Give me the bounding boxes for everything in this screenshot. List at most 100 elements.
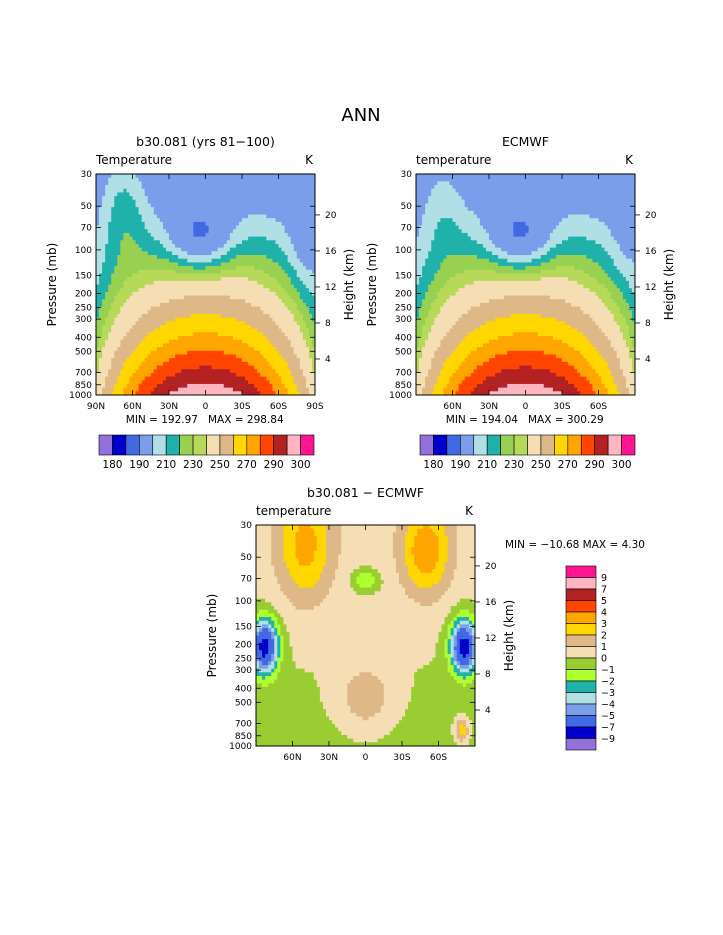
field-cell: [242, 339, 246, 345]
field-cell: [105, 369, 109, 374]
field-cell: [254, 321, 258, 326]
field-cell: [422, 199, 426, 205]
field-cell: [144, 295, 149, 300]
field-cell: [223, 273, 228, 278]
field-cell: [235, 266, 240, 271]
field-cell: [272, 387, 277, 392]
field-cell: [138, 321, 143, 326]
field-cell: [223, 255, 228, 260]
field-cell: [574, 188, 578, 194]
field-cell: [281, 266, 286, 271]
field-cell: [269, 317, 274, 322]
field-cell: [172, 255, 176, 260]
field-cell: [540, 181, 545, 186]
field-cell: [245, 240, 249, 245]
field-cell: [311, 299, 315, 304]
field-cell: [223, 185, 228, 190]
field-cell: [126, 207, 131, 212]
field-cell: [114, 328, 118, 333]
field-cell: [260, 387, 264, 392]
field-cell: [586, 188, 590, 194]
field-cell: [492, 177, 496, 182]
field-cell: [172, 280, 176, 286]
field-cell: [102, 361, 106, 367]
field-cell: [248, 236, 252, 241]
field-cell: [299, 280, 304, 286]
field-cell: [144, 310, 149, 315]
field-cell: [290, 325, 295, 330]
field-cell: [299, 192, 304, 197]
field-cell: [96, 177, 100, 182]
field-cell: [248, 328, 252, 333]
field-cell: [266, 391, 270, 395]
field-cell: [181, 269, 185, 275]
field-cell: [272, 185, 277, 190]
field-cell: [129, 358, 134, 363]
field-cell: [293, 354, 298, 359]
field-cell: [153, 280, 158, 286]
field-cell: [196, 383, 201, 389]
field-cell: [175, 354, 179, 359]
field-cell: [479, 177, 484, 182]
field-cell: [272, 240, 277, 245]
field-cell: [628, 199, 633, 205]
field-cell: [108, 306, 112, 311]
field-cell: [269, 295, 274, 300]
field-cell: [254, 350, 258, 356]
field-cell: [190, 199, 194, 205]
field-cell: [108, 358, 112, 363]
field-cell: [111, 369, 115, 374]
field-cell: [199, 236, 204, 241]
field-cell: [190, 380, 194, 385]
field-cell: [263, 210, 267, 216]
field-cell: [150, 358, 155, 363]
field-cell: [208, 380, 213, 385]
field-cell: [211, 199, 216, 205]
field-cell: [162, 258, 167, 263]
field-cell: [150, 269, 155, 275]
field-cell: [293, 247, 298, 252]
field-cell: [464, 199, 469, 205]
field-cell: [165, 262, 170, 267]
field-cell: [202, 221, 207, 227]
field-cell: [217, 306, 222, 311]
field-cell: [208, 391, 213, 395]
field-cell: [266, 225, 270, 230]
field-cell: [284, 291, 289, 297]
field-cell: [111, 313, 115, 319]
field-cell: [202, 336, 207, 341]
field-cell: [135, 240, 140, 245]
field-cell: [266, 310, 270, 315]
field-cell: [278, 210, 283, 216]
field-cell: [455, 188, 460, 194]
field-cell: [311, 196, 315, 201]
field-cell: [199, 188, 204, 194]
field-cell: [251, 280, 255, 286]
field-cell: [260, 177, 264, 182]
field-cell: [190, 277, 194, 282]
field-cell: [126, 280, 131, 286]
field-cell: [169, 221, 173, 227]
field-cell: [305, 310, 310, 315]
field-cell: [501, 196, 505, 201]
field-cell: [299, 321, 304, 326]
field-cell: [293, 310, 298, 315]
field-cell: [123, 288, 128, 293]
field-cell: [452, 203, 457, 208]
field-cell: [111, 299, 115, 304]
field-cell: [141, 380, 146, 385]
field-cell: [269, 325, 274, 330]
field-cell: [111, 361, 115, 367]
field-cell: [419, 199, 423, 205]
field-cell: [108, 207, 112, 212]
field-cell: [132, 387, 137, 392]
field-cell: [202, 332, 207, 337]
field-cell: [120, 196, 124, 201]
field-cell: [193, 218, 197, 223]
field-cell: [281, 376, 286, 381]
field-cell: [631, 177, 635, 182]
field-cell: [245, 192, 249, 197]
field-cell: [175, 310, 179, 315]
field-cell: [232, 380, 237, 385]
field-cell: [625, 192, 630, 197]
